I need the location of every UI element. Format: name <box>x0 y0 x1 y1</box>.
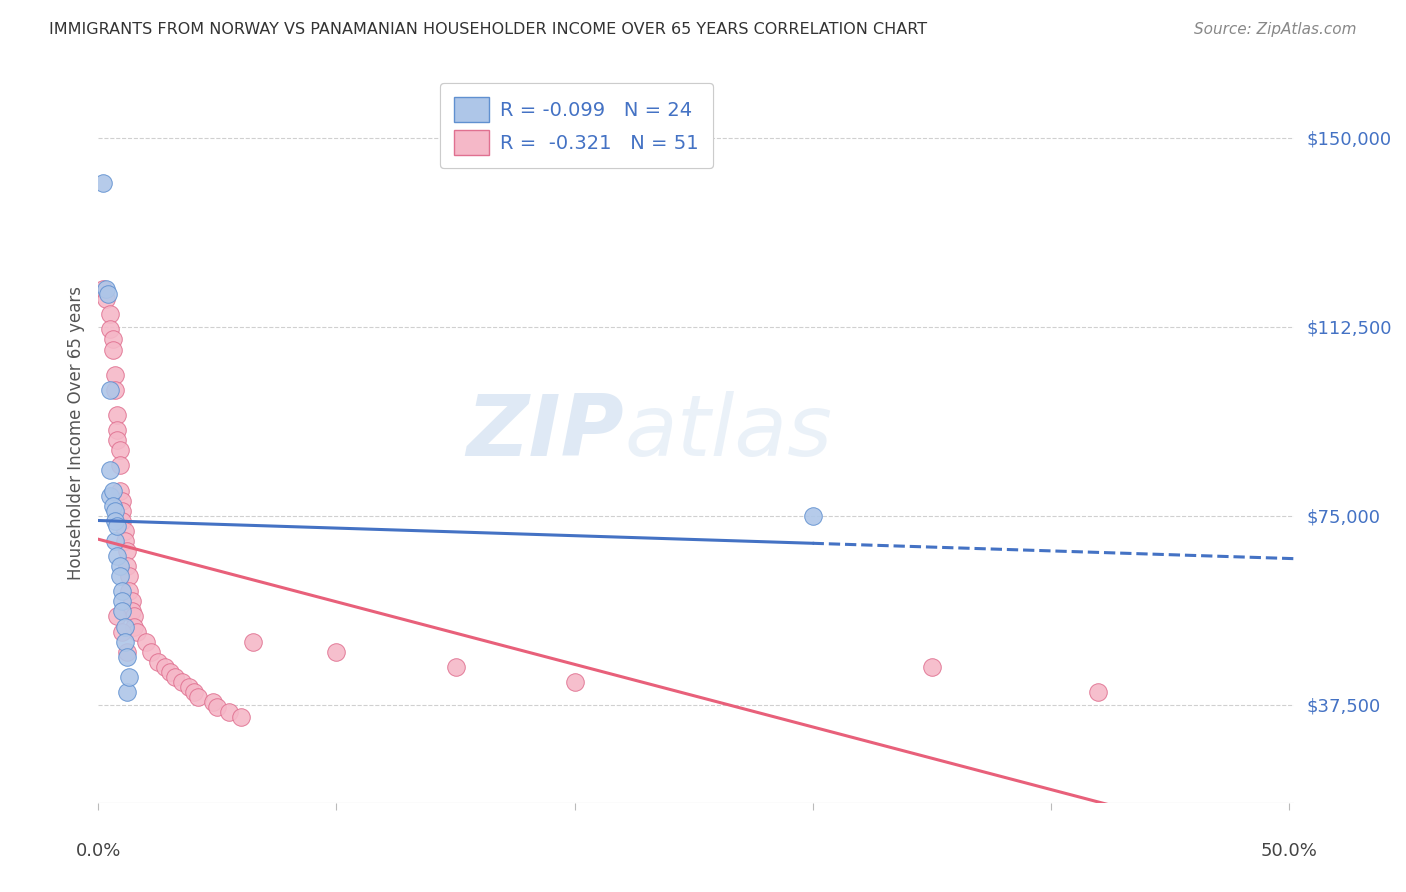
Point <box>98 383 121 397</box>
Point <box>187 690 209 704</box>
Point <box>115 685 138 699</box>
Point <box>101 343 124 357</box>
Point <box>91 177 114 191</box>
Point <box>108 443 131 458</box>
Point <box>115 649 138 664</box>
Point <box>94 292 117 306</box>
Point <box>107 609 129 624</box>
Point <box>139 645 162 659</box>
Point <box>97 287 120 301</box>
Point <box>98 463 121 477</box>
Point <box>201 695 224 709</box>
Point <box>107 433 129 447</box>
Point <box>98 322 121 336</box>
Y-axis label: Householder Income Over 65 years: Householder Income Over 65 years <box>66 285 84 580</box>
Point <box>101 483 124 498</box>
Point <box>122 619 145 633</box>
Point <box>104 514 127 528</box>
Point <box>111 514 134 528</box>
Point <box>104 368 127 382</box>
Point <box>114 634 136 648</box>
Point <box>122 609 145 624</box>
Point <box>104 533 127 548</box>
Point <box>118 584 141 599</box>
Text: IMMIGRANTS FROM NORWAY VS PANAMANIAN HOUSEHOLDER INCOME OVER 65 YEARS CORRELATIO: IMMIGRANTS FROM NORWAY VS PANAMANIAN HOU… <box>49 22 928 37</box>
Point <box>94 282 117 296</box>
Point <box>107 518 129 533</box>
Point <box>115 544 138 558</box>
Point <box>146 655 169 669</box>
Text: ZIP: ZIP <box>467 391 624 475</box>
Point <box>111 604 134 618</box>
Point <box>135 634 157 648</box>
Point <box>801 508 824 523</box>
Point <box>177 680 200 694</box>
Text: Source: ZipAtlas.com: Source: ZipAtlas.com <box>1194 22 1357 37</box>
Point <box>104 504 127 518</box>
Point <box>1087 685 1109 699</box>
Point <box>111 624 134 639</box>
Point <box>111 504 134 518</box>
Text: 0.0%: 0.0% <box>76 842 121 860</box>
Point <box>118 569 141 583</box>
Point <box>325 645 347 659</box>
Point <box>218 705 240 719</box>
Point <box>921 660 943 674</box>
Point <box>242 634 264 648</box>
Point <box>107 408 129 422</box>
Point <box>564 674 586 689</box>
Point <box>115 559 138 574</box>
Legend: R = -0.099   N = 24, R =  -0.321   N = 51: R = -0.099 N = 24, R = -0.321 N = 51 <box>440 83 713 169</box>
Point <box>163 670 186 684</box>
Text: 50.0%: 50.0% <box>1260 842 1317 860</box>
Point <box>108 483 131 498</box>
Point <box>207 700 229 714</box>
Point <box>231 710 253 724</box>
Point <box>121 594 143 608</box>
Point <box>170 674 193 689</box>
Point <box>91 282 114 296</box>
Point <box>159 665 181 679</box>
Point <box>444 660 467 674</box>
Point <box>111 594 134 608</box>
Point <box>108 569 131 583</box>
Point <box>98 307 121 321</box>
Point <box>108 458 131 473</box>
Point <box>114 524 136 538</box>
Point <box>101 333 124 347</box>
Point <box>183 685 205 699</box>
Point <box>111 493 134 508</box>
Point <box>111 584 134 599</box>
Point <box>153 660 176 674</box>
Point <box>114 619 136 633</box>
Text: atlas: atlas <box>624 391 832 475</box>
Point <box>108 559 131 574</box>
Point <box>114 533 136 548</box>
Point <box>107 423 129 437</box>
Point <box>101 499 124 513</box>
Point <box>104 383 127 397</box>
Point <box>98 489 121 503</box>
Point <box>115 645 138 659</box>
Point <box>118 670 141 684</box>
Point <box>125 624 148 639</box>
Point <box>107 549 129 563</box>
Point <box>121 604 143 618</box>
